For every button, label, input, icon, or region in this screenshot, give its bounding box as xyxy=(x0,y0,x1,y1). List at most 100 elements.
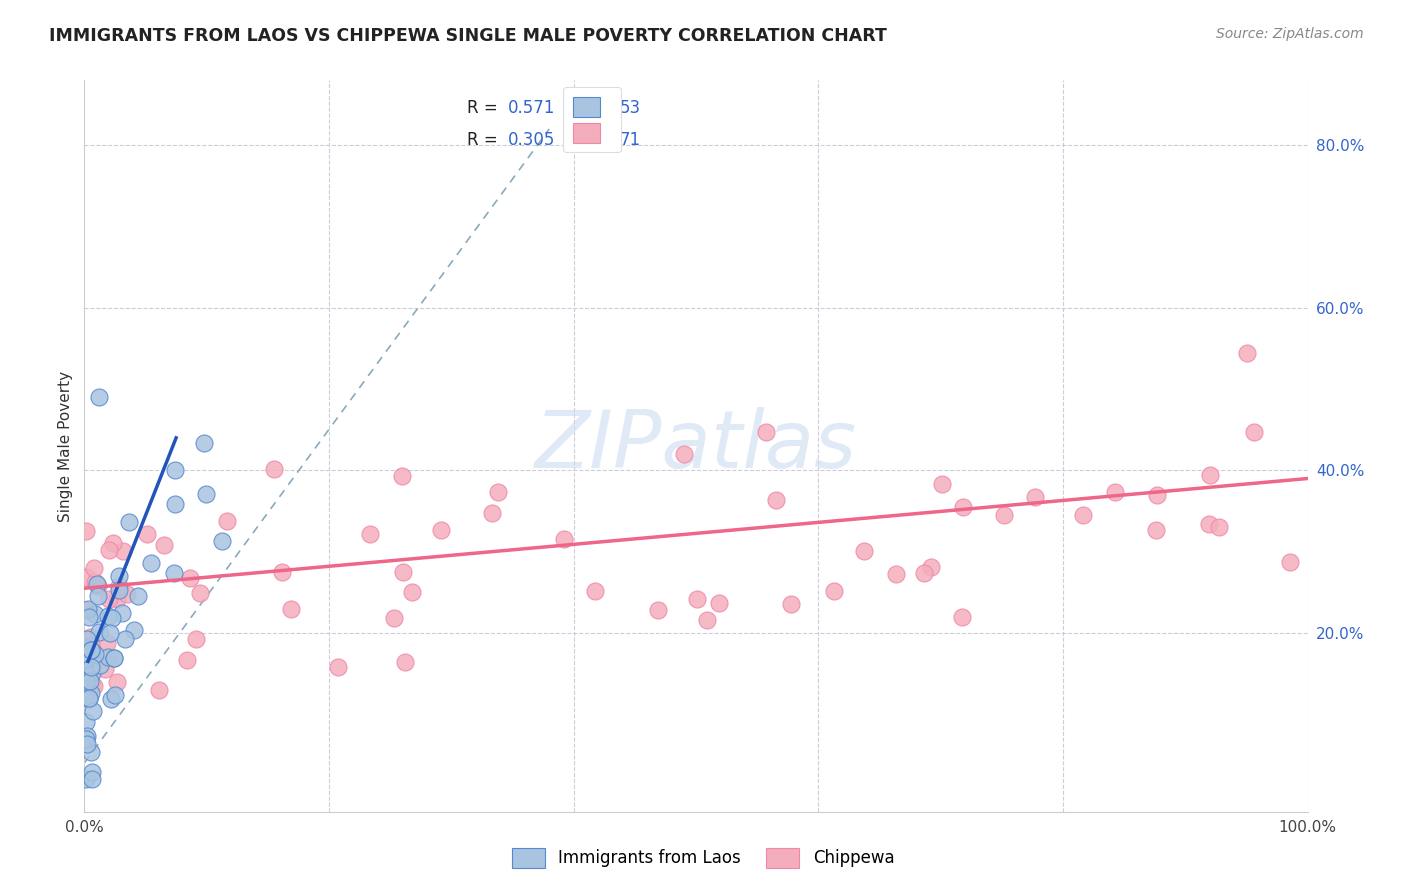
Point xyxy=(359,527,381,541)
Point xyxy=(84,607,107,622)
Point xyxy=(127,589,149,603)
Point xyxy=(152,538,174,552)
Point xyxy=(86,577,108,591)
Point xyxy=(1243,425,1265,440)
Point xyxy=(79,630,101,644)
Point xyxy=(75,674,97,689)
Point xyxy=(583,584,606,599)
Point xyxy=(83,575,105,590)
Point xyxy=(1278,555,1301,569)
Point xyxy=(76,632,98,646)
Text: Source: ZipAtlas.com: Source: ZipAtlas.com xyxy=(1216,27,1364,41)
Point xyxy=(194,487,217,501)
Point xyxy=(1144,523,1167,537)
Point xyxy=(163,463,186,477)
Point xyxy=(107,674,129,689)
Point xyxy=(912,566,935,580)
Point xyxy=(104,689,127,703)
Point xyxy=(76,641,98,656)
Point xyxy=(852,544,875,558)
Point xyxy=(430,523,453,537)
Point xyxy=(94,662,117,676)
Point xyxy=(107,569,129,583)
Point xyxy=(481,506,503,520)
Point xyxy=(1236,345,1258,359)
Point xyxy=(82,765,104,780)
Point xyxy=(83,679,105,693)
Point xyxy=(114,632,136,647)
Text: R =: R = xyxy=(467,131,503,149)
Point xyxy=(647,602,669,616)
Point xyxy=(118,515,141,529)
Point xyxy=(86,578,108,592)
Point xyxy=(79,673,101,688)
Point xyxy=(1104,484,1126,499)
Text: IMMIGRANTS FROM LAOS VS CHIPPEWA SINGLE MALE POVERTY CORRELATION CHART: IMMIGRANTS FROM LAOS VS CHIPPEWA SINGLE … xyxy=(49,27,887,45)
Point xyxy=(779,597,801,611)
Point xyxy=(950,610,973,624)
Point xyxy=(122,623,145,637)
Point xyxy=(148,683,170,698)
Point xyxy=(80,643,103,657)
Point xyxy=(75,652,97,666)
Point xyxy=(1146,488,1168,502)
Point xyxy=(77,691,100,706)
Point xyxy=(326,660,349,674)
Legend: Immigrants from Laos, Chippewa: Immigrants from Laos, Chippewa xyxy=(505,841,901,875)
Point xyxy=(111,606,134,620)
Point xyxy=(280,602,302,616)
Point xyxy=(75,772,97,787)
Point xyxy=(100,692,122,706)
Text: 0.305: 0.305 xyxy=(508,131,555,149)
Text: 53: 53 xyxy=(620,99,641,117)
Point xyxy=(77,691,100,706)
Point xyxy=(163,497,186,511)
Point xyxy=(263,462,285,476)
Point xyxy=(765,493,787,508)
Point xyxy=(105,592,128,607)
Point xyxy=(217,514,239,528)
Point xyxy=(211,533,233,548)
Text: N =: N = xyxy=(561,99,613,117)
Point xyxy=(394,655,416,669)
Point xyxy=(108,582,131,597)
Point xyxy=(401,585,423,599)
Point xyxy=(75,732,97,747)
Point xyxy=(80,639,103,653)
Point xyxy=(80,685,103,699)
Point xyxy=(97,543,120,558)
Point xyxy=(84,647,107,661)
Point xyxy=(80,745,103,759)
Point xyxy=(709,596,731,610)
Point xyxy=(1199,467,1222,482)
Point xyxy=(80,643,103,657)
Point xyxy=(87,390,110,404)
Point xyxy=(163,566,186,580)
Legend: , : , xyxy=(562,87,621,153)
Point xyxy=(111,544,134,558)
Point xyxy=(686,591,709,606)
Point xyxy=(75,524,97,538)
Point xyxy=(486,485,509,500)
Text: ZIPatlas: ZIPatlas xyxy=(534,407,858,485)
Point xyxy=(82,705,104,719)
Point xyxy=(75,714,97,729)
Point xyxy=(103,651,125,665)
Point xyxy=(1024,491,1046,505)
Point xyxy=(115,587,138,601)
Point xyxy=(87,589,110,603)
Point xyxy=(79,663,101,677)
Point xyxy=(952,500,974,515)
Point xyxy=(103,650,125,665)
Point xyxy=(76,729,98,743)
Point xyxy=(184,632,207,646)
Point xyxy=(76,737,98,751)
Point xyxy=(89,624,111,639)
Point xyxy=(101,611,124,625)
Point xyxy=(89,657,111,672)
Point xyxy=(673,447,696,461)
Point xyxy=(96,636,118,650)
Point xyxy=(931,476,953,491)
Text: 0.571: 0.571 xyxy=(508,99,555,117)
Point xyxy=(79,660,101,674)
